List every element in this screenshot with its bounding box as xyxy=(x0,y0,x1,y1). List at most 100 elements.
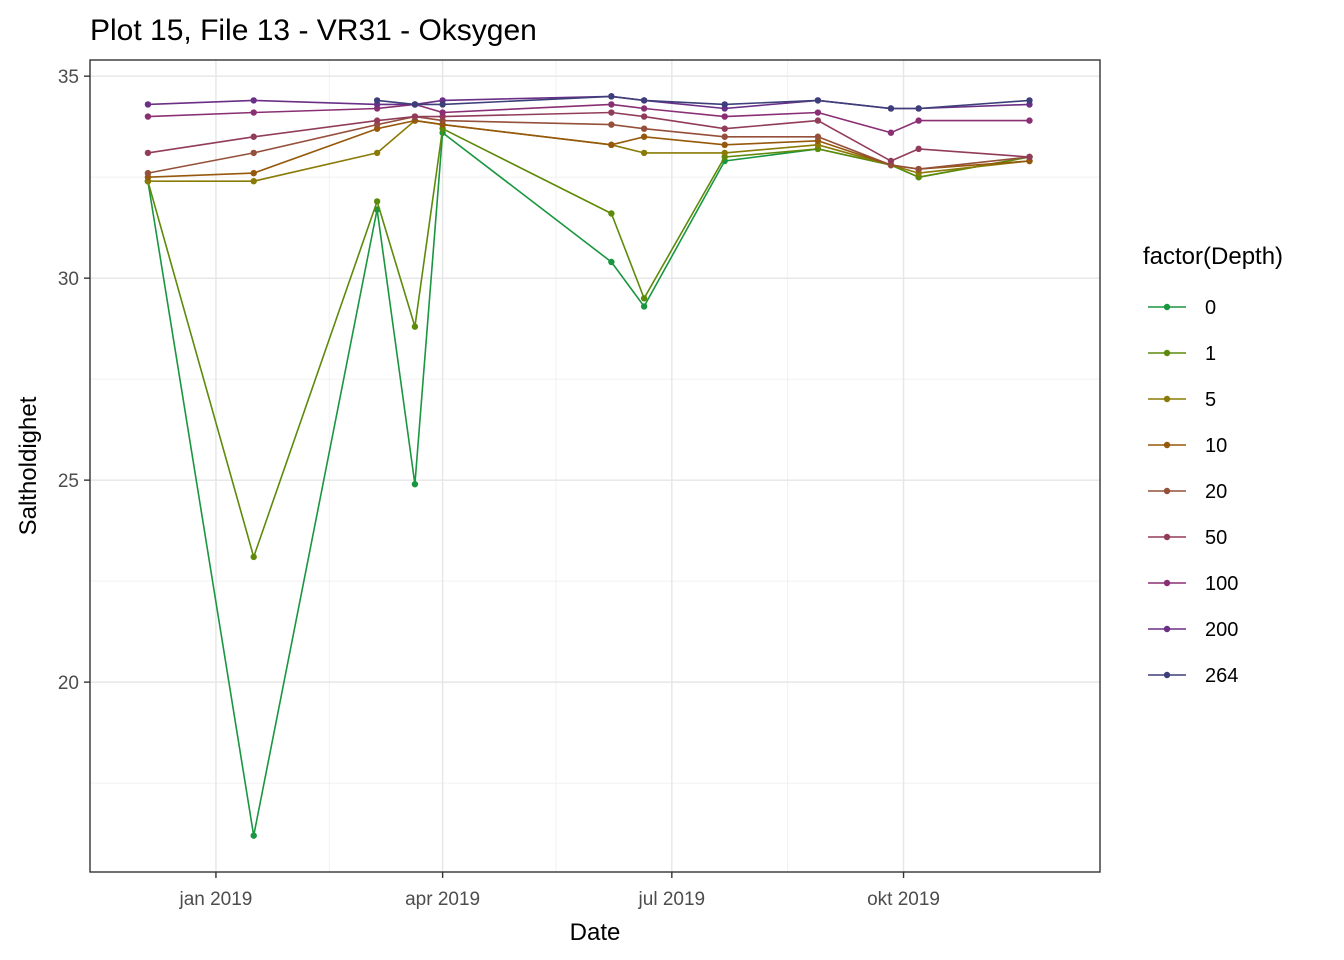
legend-item-10: 10 xyxy=(1148,435,1227,457)
data-point xyxy=(915,145,922,153)
legend-key-point xyxy=(1163,395,1171,403)
legend-key-point xyxy=(1163,303,1171,311)
legend-item-0: 0 xyxy=(1148,297,1216,319)
legend-key-point xyxy=(1163,487,1171,495)
data-point xyxy=(1026,117,1033,124)
legend-label: 10 xyxy=(1205,435,1227,457)
data-point xyxy=(1026,97,1033,104)
data-point xyxy=(814,117,822,124)
data-point xyxy=(411,101,419,108)
legend-key-point xyxy=(1163,349,1171,357)
data-point xyxy=(411,480,419,488)
chart-title: Plot 15, File 13 - VR31 - Oksygen xyxy=(90,14,537,47)
data-point xyxy=(1026,153,1033,161)
data-point xyxy=(608,210,615,217)
data-point xyxy=(887,157,895,165)
data-point xyxy=(439,101,446,108)
data-point xyxy=(721,141,728,149)
data-point xyxy=(640,295,648,302)
data-point xyxy=(250,109,257,116)
legend-item-20: 20 xyxy=(1148,481,1227,503)
data-point xyxy=(721,101,728,108)
data-point xyxy=(640,133,648,140)
y-tick-label: 25 xyxy=(58,471,79,492)
data-point xyxy=(814,97,822,104)
data-point xyxy=(721,133,728,140)
data-point xyxy=(250,133,257,140)
legend-label: 50 xyxy=(1205,527,1227,549)
data-point xyxy=(608,121,615,128)
x-axis-title: Date xyxy=(570,919,621,946)
y-tick-label: 20 xyxy=(58,673,79,694)
data-point xyxy=(814,133,822,140)
series-line xyxy=(147,103,1030,134)
data-point xyxy=(250,177,257,185)
data-point xyxy=(887,105,895,112)
legend-label: 5 xyxy=(1205,389,1216,411)
x-axis: jan 2019 apr 2019 jul 2019 okt 2019 xyxy=(178,872,940,910)
y-tick-label: 30 xyxy=(58,269,79,290)
y-axis: 20 25 30 35 xyxy=(58,67,90,694)
data-point xyxy=(640,149,648,157)
data-point xyxy=(640,97,648,104)
data-point xyxy=(373,149,381,157)
y-axis-title: Saltholdighet xyxy=(15,396,42,535)
legend-label: 0 xyxy=(1205,297,1216,319)
legend-title: factor(Depth) xyxy=(1143,243,1283,270)
data-point xyxy=(640,125,648,132)
legend-item-100: 100 xyxy=(1148,573,1238,595)
series-line xyxy=(147,111,1030,162)
legend-key-point xyxy=(1163,671,1171,679)
data-point xyxy=(411,113,419,120)
legend-label: 200 xyxy=(1205,619,1238,641)
data-point xyxy=(373,198,381,205)
data-point xyxy=(887,129,895,136)
data-point xyxy=(250,97,257,104)
legend-label: 1 xyxy=(1205,343,1216,365)
legend-item-5: 5 xyxy=(1148,389,1216,411)
plot-panel xyxy=(90,60,1100,872)
minor-gridlines xyxy=(90,60,1100,872)
x-tick-label: jan 2019 xyxy=(178,889,252,910)
data-point xyxy=(640,303,648,310)
data-point xyxy=(144,101,152,108)
data-point xyxy=(250,169,257,177)
legend-key-point xyxy=(1163,533,1171,541)
legend-item-50: 50 xyxy=(1148,527,1227,549)
data-point xyxy=(144,113,152,120)
data-point xyxy=(411,323,419,330)
legend-label: 264 xyxy=(1205,665,1238,687)
major-gridlines xyxy=(90,60,1100,872)
data-point xyxy=(640,113,648,120)
data-point xyxy=(721,125,728,132)
data-point xyxy=(373,117,381,124)
legend-item-200: 200 xyxy=(1148,619,1238,641)
data-point xyxy=(608,258,615,266)
data-point xyxy=(721,113,728,120)
series-50 xyxy=(144,109,1033,165)
series-line xyxy=(377,95,1030,110)
data-point xyxy=(608,101,615,108)
legend-item-1: 1 xyxy=(1148,343,1216,365)
data-point xyxy=(250,553,257,561)
plot-border xyxy=(89,59,1101,873)
data-point xyxy=(373,97,381,104)
series-100 xyxy=(144,101,1033,136)
legend-key-point xyxy=(1163,579,1171,587)
x-tick-label: okt 2019 xyxy=(867,889,940,910)
series-layer xyxy=(144,93,1033,839)
data-point xyxy=(250,832,257,839)
data-point xyxy=(608,141,615,149)
data-point xyxy=(915,117,922,124)
legend-item-264: 264 xyxy=(1148,665,1238,687)
data-point xyxy=(915,165,922,173)
x-tick-label: apr 2019 xyxy=(405,889,480,910)
data-point xyxy=(608,109,615,116)
data-point xyxy=(144,169,152,177)
series-264 xyxy=(373,93,1033,112)
data-point xyxy=(721,149,728,157)
series-line xyxy=(147,115,1030,174)
legend-key-point xyxy=(1163,625,1171,633)
legend-label: 100 xyxy=(1205,573,1238,595)
